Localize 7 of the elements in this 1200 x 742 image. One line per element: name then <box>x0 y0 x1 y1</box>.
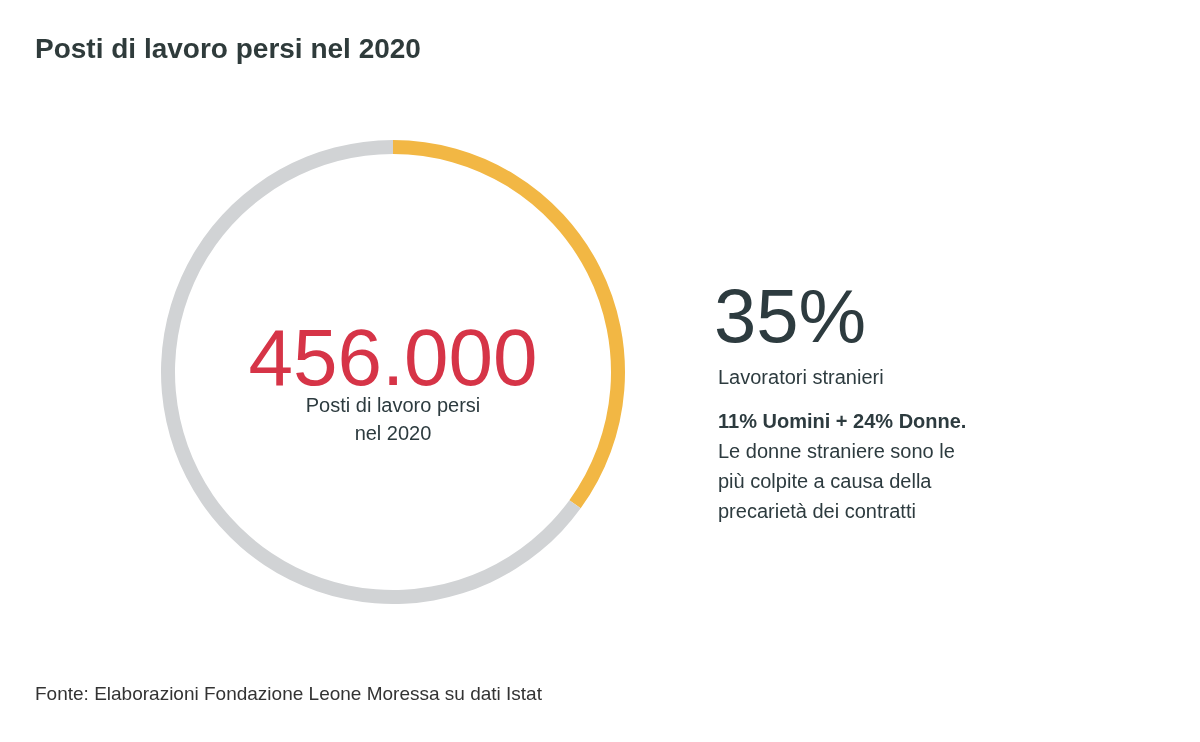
source-note: Fonte: Elaborazioni Fondazione Leone Moressa su dati Istat <box>35 683 543 704</box>
text: Le donne straniere sono le più colpite a causa della precarietà dei contratti <box>718 440 955 522</box>
slice-label: Lavoratori stranieri <box>718 366 884 388</box>
donut-slice <box>161 140 581 604</box>
data-label: 35% <box>714 273 867 358</box>
chart-title: Posti di lavoro persi nel 2020 <box>35 33 421 64</box>
text: 11% Uomini + 24% Donne. <box>718 410 967 432</box>
